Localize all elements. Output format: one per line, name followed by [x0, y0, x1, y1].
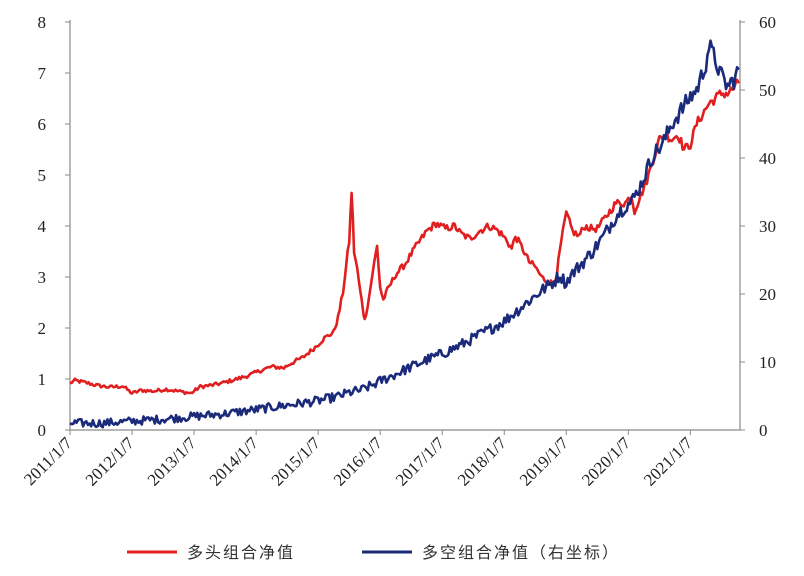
left-tick-label: 7 — [38, 64, 47, 83]
long-short-portfolio-line — [69, 39, 740, 429]
right-tick-label: 50 — [759, 81, 776, 100]
x-tick-label: 2017/1/7 — [392, 433, 449, 490]
x-tick-label: 2018/1/7 — [454, 433, 511, 490]
right-tick-label: 0 — [759, 421, 768, 440]
left-tick-label: 5 — [38, 166, 47, 185]
x-tick-label: 2016/1/7 — [330, 433, 387, 490]
x-tick-label: 2012/1/7 — [82, 433, 139, 490]
x-axis-ticks: 2011/1/7 2012/1/7 2013/1/7 2014/1/7 2015/1/7… — [20, 430, 697, 490]
long-portfolio-line — [69, 78, 740, 396]
legend-label: 多空组合净值（右坐标） — [422, 543, 620, 562]
legend-label: 多头组合净值 — [187, 543, 295, 562]
x-tick-label: 2013/1/7 — [144, 433, 201, 490]
left-tick-label: 1 — [38, 370, 47, 389]
x-tick-label: 2019/1/7 — [516, 433, 573, 490]
x-tick-label: 2020/1/7 — [578, 433, 635, 490]
x-tick-label: 2014/1/7 — [206, 433, 263, 490]
x-tick-label: 2015/1/7 — [268, 433, 325, 490]
right-tick-label: 10 — [759, 353, 776, 372]
legend: 多头组合净值 多空组合净值（右坐标） — [127, 543, 620, 562]
right-tick-label: 20 — [759, 285, 776, 304]
right-tick-label: 60 — [759, 13, 776, 32]
left-tick-label: 3 — [38, 268, 47, 287]
left-tick-label: 4 — [38, 217, 47, 236]
series-lines — [69, 39, 740, 429]
left-tick-label: 2 — [38, 319, 47, 338]
left-tick-label: 6 — [38, 115, 47, 134]
left-y-axis-ticks: 0 1 2 3 4 5 6 7 8 — [38, 13, 70, 440]
left-tick-label: 8 — [38, 13, 47, 32]
right-y-axis-ticks: 0 10 20 30 40 50 60 — [740, 13, 776, 440]
right-tick-label: 40 — [759, 149, 776, 168]
x-tick-label: 2021/1/7 — [640, 433, 697, 490]
right-tick-label: 30 — [759, 217, 776, 236]
x-tick-label: 2011/1/7 — [20, 433, 76, 489]
left-tick-label: 0 — [38, 421, 47, 440]
